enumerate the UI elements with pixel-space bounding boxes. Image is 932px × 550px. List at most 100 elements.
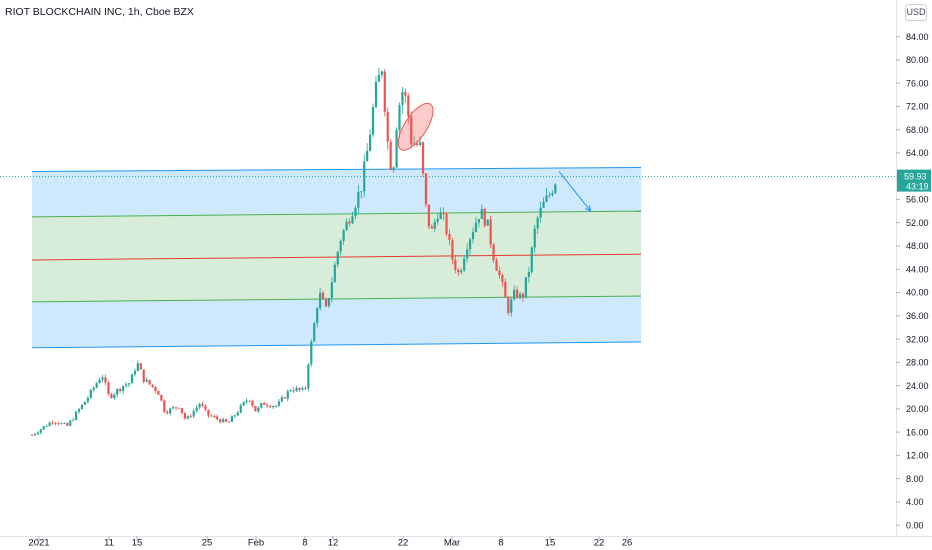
- y-tick-label: 20.00: [906, 404, 929, 414]
- candle-body: [213, 416, 216, 418]
- y-tick-label: 56.00: [906, 195, 929, 205]
- candle-body: [471, 232, 475, 240]
- candle-body: [524, 277, 528, 297]
- candle-body: [445, 214, 448, 234]
- candle-body: [477, 219, 480, 223]
- candle-body: [486, 219, 489, 226]
- candle-body: [466, 249, 469, 259]
- channel-middle-line: [31, 253, 642, 261]
- candle-body: [166, 411, 169, 414]
- candle-body: [119, 388, 122, 391]
- candle-body: [336, 251, 339, 265]
- candle-body: [75, 411, 78, 420]
- green-zone: [32, 211, 641, 302]
- candle-body: [421, 142, 425, 174]
- candle-body: [380, 71, 383, 75]
- candle-body: [219, 419, 222, 423]
- candle-body: [33, 434, 37, 436]
- drawing-annotations: [397, 102, 592, 212]
- candle-body: [554, 184, 557, 194]
- candle-body: [454, 259, 457, 270]
- x-tick-label: 11: [104, 538, 114, 549]
- lower-blue-zone: [32, 296, 641, 348]
- y-tick-label: 24.00: [906, 381, 929, 391]
- candle-body: [86, 397, 89, 402]
- candle-body: [195, 407, 198, 411]
- candle-body: [295, 387, 298, 392]
- candle-body: [463, 258, 466, 271]
- candle-body: [548, 195, 551, 196]
- candle-body: [72, 419, 75, 421]
- candle-body: [77, 409, 81, 412]
- candle-body: [413, 143, 416, 145]
- candle-body: [530, 247, 533, 272]
- candle-body: [404, 92, 407, 96]
- candle-body: [348, 221, 351, 224]
- candle-body: [39, 429, 42, 433]
- candle-body: [83, 401, 87, 405]
- candle-body: [495, 260, 498, 271]
- candle-body: [266, 404, 269, 406]
- candle-body: [254, 405, 257, 412]
- candle-body: [248, 400, 251, 402]
- x-tick-label: Feb: [248, 538, 264, 549]
- candle-body: [239, 405, 242, 413]
- candle-body: [442, 212, 445, 215]
- y-tick-label: 76.00: [906, 78, 929, 88]
- candle-body: [63, 423, 66, 424]
- channel-upper-inner-line: [31, 210, 642, 218]
- candle-body: [374, 81, 378, 107]
- candle-body: [113, 394, 116, 399]
- candle-body: [224, 419, 228, 422]
- candle-body: [468, 239, 472, 250]
- candle-body: [439, 212, 442, 219]
- candle-body: [360, 191, 363, 193]
- candle-body: [333, 264, 336, 283]
- candle-body: [389, 141, 392, 170]
- candle-body: [401, 92, 404, 106]
- candle-body: [274, 405, 278, 407]
- candle-body: [260, 402, 263, 408]
- y-tick-label: 4.00: [906, 497, 924, 507]
- candle-body: [207, 409, 210, 416]
- candle-body: [418, 142, 422, 146]
- candle-body: [57, 423, 60, 425]
- candle-body: [551, 193, 554, 196]
- candle-body: [395, 130, 398, 168]
- x-tick-label: 22: [594, 538, 605, 549]
- candle-body: [510, 299, 513, 313]
- candle-body: [457, 269, 460, 273]
- candle-body: [342, 230, 345, 241]
- x-tick-label: 2021: [28, 538, 49, 549]
- y-tick-label: 40.00: [906, 288, 929, 298]
- candle-body: [36, 432, 39, 435]
- candle-body: [145, 379, 148, 382]
- candle-body: [124, 384, 128, 386]
- candle-body: [448, 233, 451, 240]
- channel-top-line: [31, 166, 642, 173]
- highlight-ellipse: [397, 102, 434, 151]
- currency-button[interactable]: USD: [905, 4, 927, 21]
- candle-body: [416, 143, 419, 146]
- candle-body: [330, 282, 333, 298]
- candle-body: [133, 370, 136, 375]
- candle-body: [177, 407, 181, 409]
- candle-body: [189, 416, 192, 418]
- candlestick-series: [30, 67, 557, 437]
- candle-body: [51, 422, 54, 424]
- candle-body: [324, 299, 328, 307]
- candle-body: [489, 219, 492, 245]
- candle-body: [298, 387, 301, 390]
- y-tick-label: 68.00: [906, 125, 929, 135]
- y-tick-label: 16.00: [906, 427, 929, 437]
- candle-body: [427, 204, 430, 227]
- y-tick-label: 80.00: [906, 55, 929, 65]
- candle-body: [351, 216, 354, 224]
- candle-body: [66, 423, 69, 426]
- candle-body: [354, 207, 357, 217]
- candle-body: [366, 150, 369, 162]
- y-tick-label: 12.00: [906, 451, 929, 461]
- candle-body: [492, 244, 495, 261]
- candle-body: [127, 383, 131, 385]
